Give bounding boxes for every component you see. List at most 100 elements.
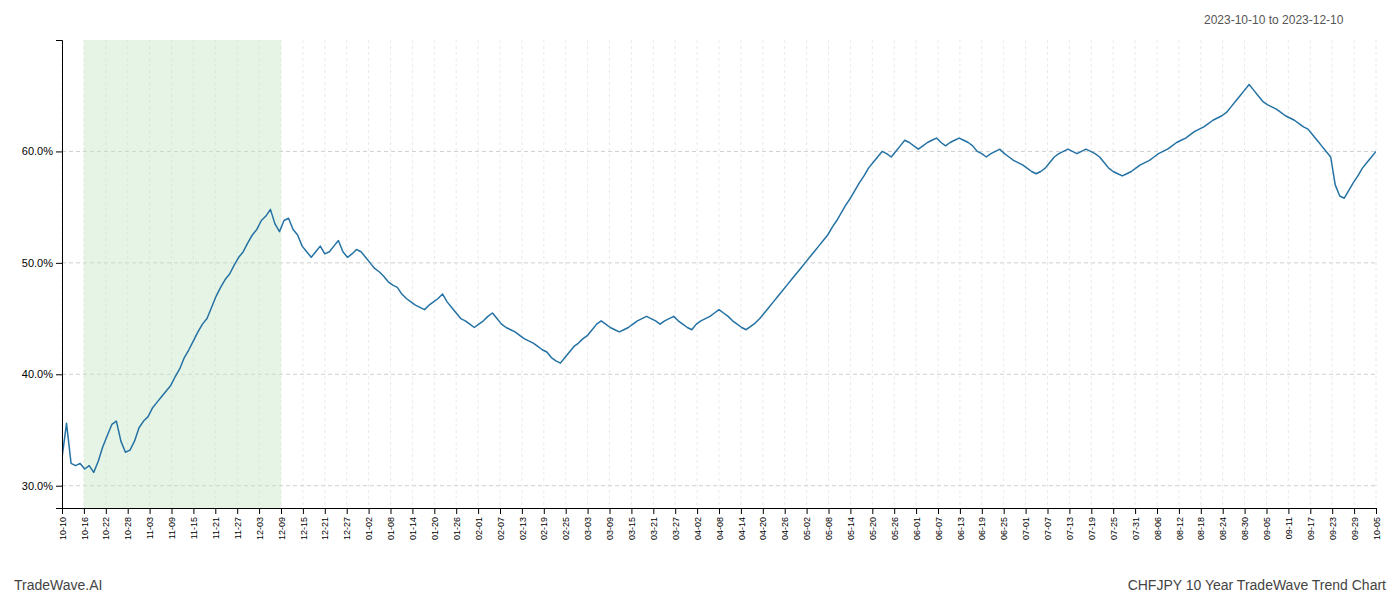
x-tick: 05-08 bbox=[824, 508, 834, 540]
y-tick-mark bbox=[56, 374, 62, 375]
x-tick: 03-21 bbox=[649, 508, 659, 540]
x-tick-mark bbox=[566, 508, 567, 514]
subtitle: 2023-10-10 to 2023-12-10 bbox=[1204, 13, 1344, 27]
x-tick-label: 07-01 bbox=[1021, 517, 1031, 540]
x-tick: 08-06 bbox=[1153, 508, 1163, 540]
x-tick-mark bbox=[1157, 508, 1158, 514]
x-tick-label: 03-27 bbox=[671, 517, 681, 540]
x-grid-line bbox=[456, 40, 457, 508]
x-grid-line bbox=[981, 40, 982, 508]
x-tick-mark bbox=[763, 508, 764, 514]
x-tick: 03-15 bbox=[627, 508, 637, 540]
x-grid-line bbox=[806, 40, 807, 508]
x-tick-label: 04-08 bbox=[715, 517, 725, 540]
x-tick-mark bbox=[434, 508, 435, 514]
x-tick-mark bbox=[829, 508, 830, 514]
y-tick-label: 30.0% bbox=[22, 480, 53, 492]
x-tick: 12-03 bbox=[255, 508, 265, 540]
x-tick: 05-14 bbox=[846, 508, 856, 540]
x-tick: 10-16 bbox=[80, 508, 90, 540]
x-tick: 11-21 bbox=[211, 508, 221, 539]
x-grid-line bbox=[346, 40, 347, 508]
x-tick: 06-19 bbox=[977, 508, 987, 540]
x-tick-mark bbox=[1310, 508, 1311, 514]
x-grid-line bbox=[1091, 40, 1092, 508]
x-tick-mark bbox=[1048, 508, 1049, 514]
y-tick: 30.0% bbox=[22, 480, 62, 492]
x-tick-label: 11-15 bbox=[189, 517, 199, 539]
x-tick-label: 02-01 bbox=[474, 517, 484, 540]
x-tick-mark bbox=[631, 508, 632, 514]
x-tick: 09-05 bbox=[1262, 508, 1272, 540]
x-tick-mark bbox=[610, 508, 611, 514]
x-grid-line bbox=[1069, 40, 1070, 508]
x-tick-mark bbox=[982, 508, 983, 514]
x-grid-line bbox=[959, 40, 960, 508]
x-tick-mark bbox=[1201, 508, 1202, 514]
x-tick: 05-02 bbox=[802, 508, 812, 540]
x-tick-mark bbox=[237, 508, 238, 514]
x-tick-label: 06-19 bbox=[977, 517, 987, 540]
plot-area: 10-1010-1610-2210-2811-0311-0911-1511-21… bbox=[22, 40, 1382, 540]
x-tick: 04-08 bbox=[715, 508, 725, 540]
x-tick-mark bbox=[1288, 508, 1289, 514]
x-grid-line bbox=[872, 40, 873, 508]
x-tick: 12-21 bbox=[320, 508, 330, 540]
x-tick: 01-02 bbox=[364, 508, 374, 540]
x-grid-line bbox=[1354, 40, 1355, 508]
x-grid-line bbox=[609, 40, 610, 508]
x-tick-label: 06-13 bbox=[956, 517, 966, 540]
x-tick-label: 09-05 bbox=[1262, 517, 1272, 540]
x-grid-line bbox=[784, 40, 785, 508]
y-tick: 40.0% bbox=[22, 368, 62, 380]
x-axis-line bbox=[63, 509, 1377, 515]
x-tick-mark bbox=[785, 508, 786, 514]
x-tick: 09-23 bbox=[1328, 508, 1338, 540]
x-tick-label: 02-13 bbox=[518, 517, 528, 540]
x-tick: 01-26 bbox=[452, 508, 462, 540]
x-tick: 04-14 bbox=[737, 508, 747, 540]
x-tick-label: 06-07 bbox=[934, 517, 944, 540]
title: CHFJPY 10 Year TradeWave Trend Chart bbox=[1128, 577, 1386, 593]
x-tick-label: 10-22 bbox=[101, 517, 111, 540]
x-tick-mark bbox=[1332, 508, 1333, 514]
x-tick-mark bbox=[938, 508, 939, 514]
x-grid-line bbox=[762, 40, 763, 508]
x-tick: 06-25 bbox=[999, 508, 1009, 540]
x-tick: 07-19 bbox=[1087, 508, 1097, 540]
x-tick-mark bbox=[1354, 508, 1355, 514]
x-grid-line bbox=[828, 40, 829, 508]
x-tick-label: 06-25 bbox=[999, 517, 1009, 540]
x-tick-label: 12-27 bbox=[342, 517, 352, 540]
x-tick: 05-26 bbox=[890, 508, 900, 540]
chart: 10-1010-1610-2210-2811-0311-0911-1511-21… bbox=[0, 0, 1400, 600]
x-grid-line bbox=[521, 40, 522, 508]
x-tick-label: 05-14 bbox=[846, 517, 856, 540]
x-grid-line bbox=[675, 40, 676, 508]
x-tick: 07-01 bbox=[1021, 508, 1031, 540]
x-tick: 02-07 bbox=[496, 508, 506, 540]
x-tick: 01-08 bbox=[386, 508, 396, 540]
x-grid-line bbox=[631, 40, 632, 508]
x-tick-mark bbox=[544, 508, 545, 514]
x-tick-label: 02-19 bbox=[539, 517, 549, 540]
x-tick-mark bbox=[347, 508, 348, 514]
x-tick-mark bbox=[325, 508, 326, 514]
x-tick-label: 10-28 bbox=[123, 517, 133, 540]
x-tick-label: 10-10 bbox=[58, 517, 68, 540]
x-tick-mark bbox=[1004, 508, 1005, 514]
x-grid-line bbox=[478, 40, 479, 508]
x-tick-label: 10-16 bbox=[80, 517, 90, 540]
x-tick: 06-13 bbox=[956, 508, 966, 540]
x-grid-line bbox=[1288, 40, 1289, 508]
x-tick-mark bbox=[128, 508, 129, 514]
x-tick: 07-13 bbox=[1065, 508, 1075, 540]
x-grid-line bbox=[1266, 40, 1267, 508]
x-tick-label: 09-17 bbox=[1306, 517, 1316, 540]
x-grid-line bbox=[1113, 40, 1114, 508]
x-grid-line bbox=[1178, 40, 1179, 508]
x-tick-mark bbox=[215, 508, 216, 514]
x-tick-mark bbox=[500, 508, 501, 514]
x-tick: 09-11 bbox=[1284, 508, 1294, 539]
x-grid-line bbox=[434, 40, 435, 508]
